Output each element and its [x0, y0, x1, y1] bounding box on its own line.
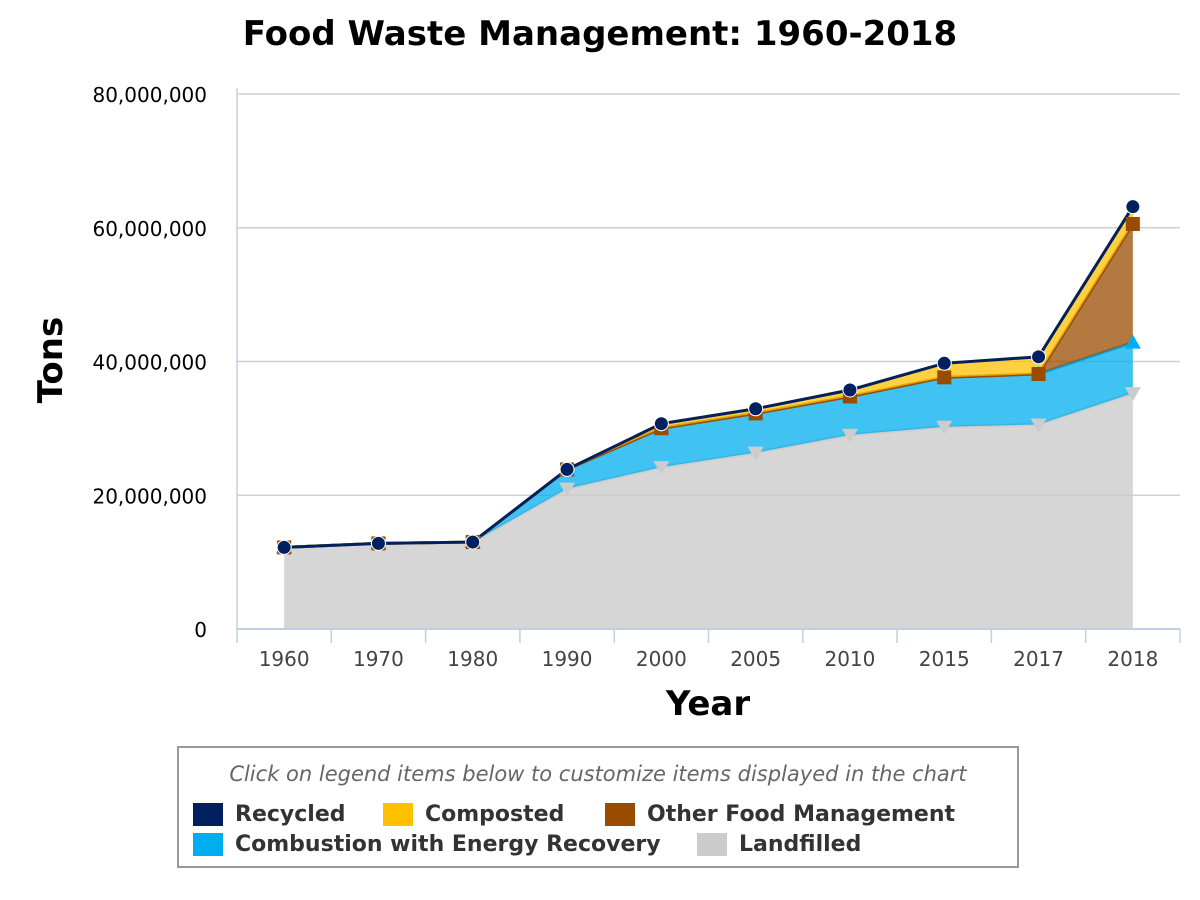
- x-tick-label: 2018: [1107, 647, 1158, 671]
- x-tick-label: 2017: [1013, 647, 1064, 671]
- y-tick-label: 40,000,000: [92, 351, 207, 375]
- marker-other-food-management: [1031, 367, 1046, 382]
- legend-label: Other Food Management: [647, 802, 956, 827]
- x-tick-label: 2015: [919, 647, 970, 671]
- marker-landfilled: [1030, 418, 1047, 433]
- marker-recycled: [1031, 349, 1047, 365]
- marker-combustion-with-energy-recovery: [1124, 334, 1141, 349]
- legend-label: Composted: [425, 802, 565, 827]
- marker-recycled: [748, 401, 764, 417]
- marker-other-food-management: [937, 370, 952, 385]
- legend-swatch: [193, 803, 223, 826]
- legend-label: Recycled: [235, 802, 346, 827]
- marker-recycled: [842, 382, 858, 398]
- y-tick-label: 0: [194, 618, 207, 642]
- area-combustion-with-energy-recovery: [284, 342, 1133, 548]
- chart-svg: 0 20,000,000 40,000,000 60,000,000 80,000,00…: [31, 83, 1181, 724]
- y-tick-label: 20,000,000: [92, 484, 207, 508]
- marker-landfilled: [841, 428, 858, 443]
- x-tick-label: 1970: [353, 647, 404, 671]
- line-recycled: [284, 205, 1135, 549]
- x-tick-label: 1960: [259, 647, 310, 671]
- marker-landfilled: [653, 461, 670, 476]
- x-tick-label: 1980: [447, 647, 498, 671]
- legend: Click on legend items below to customize…: [177, 746, 1019, 868]
- x-tick-label: 2010: [824, 647, 875, 671]
- legend-item-composted[interactable]: Composted: [383, 802, 564, 827]
- marker-landfilled: [1124, 387, 1141, 402]
- x-axis-title: Year: [665, 684, 751, 724]
- legend-item-landfilled[interactable]: Landfilled: [697, 832, 861, 857]
- x-tick-label: 2005: [730, 647, 781, 671]
- marker-recycled: [370, 535, 386, 551]
- legend-swatch: [383, 803, 413, 826]
- legend-swatch: [697, 833, 727, 856]
- marker-recycled: [465, 534, 481, 550]
- marker-landfilled: [559, 482, 576, 497]
- legend-swatch: [605, 803, 635, 826]
- marker-recycled: [559, 461, 575, 477]
- legend-item-other-food-management[interactable]: Other Food Management: [605, 802, 955, 827]
- marker-landfilled: [936, 420, 953, 435]
- marker-recycled: [276, 539, 292, 555]
- x-tick-label: 1990: [542, 647, 593, 671]
- legend-item-combustion[interactable]: Combustion with Energy Recovery: [193, 832, 661, 857]
- marker-recycled: [653, 416, 669, 432]
- x-tick-label: 2000: [636, 647, 687, 671]
- legend-label: Landfilled: [739, 832, 862, 857]
- legend-item-recycled[interactable]: Recycled: [193, 802, 346, 827]
- y-tick-label: 60,000,000: [92, 217, 207, 241]
- marker-landfilled: [747, 446, 764, 461]
- legend-note: Click on legend items below to customize…: [229, 762, 967, 786]
- y-tick-label: 80,000,000: [92, 83, 207, 107]
- marker-recycled: [1125, 199, 1141, 215]
- marker-other-food-management: [1125, 217, 1140, 232]
- y-axis-title: Tons: [31, 317, 71, 403]
- area-landfilled: [284, 393, 1133, 629]
- chart-title: Food Waste Management: 1960-2018: [242, 14, 958, 54]
- marker-recycled: [936, 355, 952, 371]
- legend-swatch: [193, 833, 223, 856]
- legend-label: Combustion with Energy Recovery: [235, 832, 661, 857]
